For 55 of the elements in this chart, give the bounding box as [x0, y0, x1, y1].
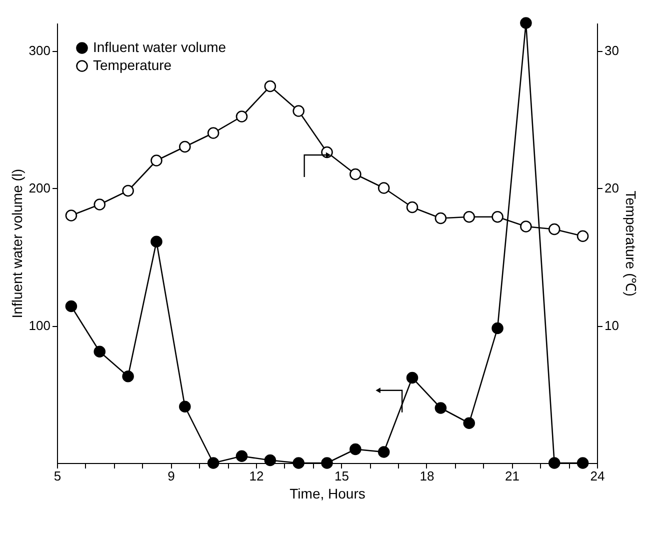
point: [150, 154, 162, 166]
point: [576, 230, 589, 242]
point: [434, 402, 447, 414]
point: [434, 212, 447, 224]
x-tick-label: 18: [420, 468, 434, 484]
point: [492, 210, 504, 223]
point: [150, 236, 162, 248]
point: [406, 372, 418, 384]
x-tick-label: 15: [334, 468, 349, 484]
point: [179, 140, 191, 153]
point: [520, 17, 532, 29]
x-tick-label: 12: [249, 468, 264, 484]
y2-tick-label: 20: [604, 180, 619, 196]
y-tick-label: 100: [28, 318, 50, 333]
point: [122, 184, 134, 197]
y2-tick-label: 10: [604, 318, 619, 333]
y2-tick-label: 30: [604, 43, 619, 58]
point: [292, 457, 304, 469]
point: [378, 446, 390, 458]
x-tick-label: 24: [590, 468, 605, 484]
y-tick-label: 200: [28, 180, 50, 196]
point: [548, 223, 560, 236]
point: [207, 127, 220, 139]
point: [463, 417, 475, 430]
legend-label: Influent water volume: [93, 39, 226, 55]
point: [236, 450, 248, 462]
point: [94, 346, 106, 358]
x-axis-title: Time, Hours: [290, 486, 366, 502]
point: [548, 457, 560, 469]
legend-label: Temperature: [93, 57, 172, 73]
point: [236, 110, 248, 122]
point: [576, 457, 589, 469]
point: [65, 300, 78, 312]
point: [520, 220, 532, 232]
point: [378, 182, 390, 194]
point: [179, 400, 191, 413]
point: [492, 322, 504, 334]
point: [65, 210, 78, 222]
point: [321, 457, 333, 469]
point: [207, 457, 220, 469]
point: [350, 443, 362, 456]
point: [292, 105, 304, 117]
point: [406, 201, 418, 214]
y2-axis-title: Temperature (℃): [622, 190, 639, 296]
x-tick-label: 21: [505, 468, 520, 484]
x-tick-label: 9: [168, 468, 175, 484]
x-tick-label: 5: [54, 468, 62, 484]
point: [122, 370, 134, 382]
point: [264, 80, 276, 92]
y-tick-label: 300: [28, 43, 50, 58]
point: [264, 454, 276, 466]
point: [350, 168, 362, 180]
point: [463, 210, 475, 223]
point: [94, 198, 106, 210]
y-axis-title: Influent water volume (l): [8, 168, 25, 318]
